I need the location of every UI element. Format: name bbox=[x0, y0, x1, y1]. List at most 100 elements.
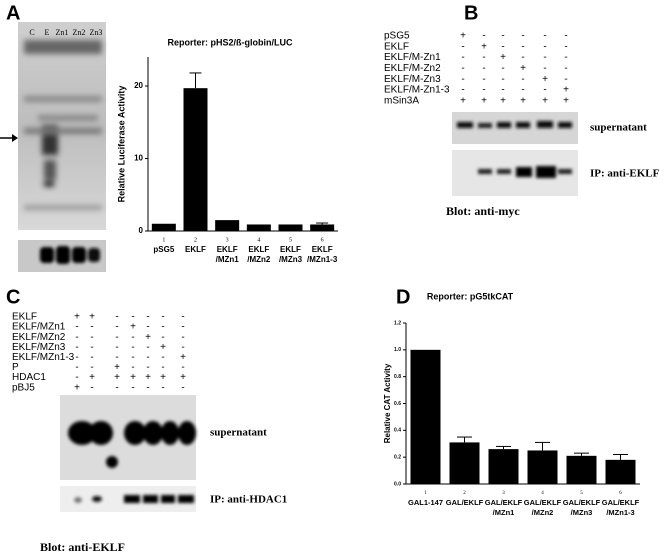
row-label: P bbox=[12, 362, 19, 373]
cell: - bbox=[181, 342, 184, 353]
panel-letter: A bbox=[6, 2, 20, 24]
cell: + bbox=[481, 41, 487, 52]
row-label: EKLF bbox=[384, 41, 409, 52]
cell: - bbox=[482, 63, 485, 74]
cell: - bbox=[90, 382, 93, 393]
y-tick-label: 0.0 bbox=[394, 481, 401, 487]
bar bbox=[488, 449, 519, 484]
bar bbox=[566, 455, 597, 484]
lane-number: 1 bbox=[162, 237, 165, 243]
x-tick-label: EKLF bbox=[217, 245, 238, 254]
cell: - bbox=[181, 322, 184, 333]
blot-label: Blot: anti-myc bbox=[446, 204, 520, 218]
cell: - bbox=[115, 342, 118, 353]
cell: + bbox=[114, 372, 120, 383]
cell: - bbox=[161, 362, 164, 373]
cell: - bbox=[564, 31, 567, 42]
chart-title: Reporter: pG5tkCAT bbox=[427, 291, 514, 301]
lane-label: Zn3 bbox=[90, 28, 103, 37]
cell: + bbox=[160, 372, 166, 383]
cell: - bbox=[482, 74, 485, 85]
lane-number: 6 bbox=[321, 237, 324, 243]
bar bbox=[246, 224, 271, 231]
cell: - bbox=[131, 312, 134, 323]
gel-label: IP: anti-EKLF bbox=[590, 168, 660, 180]
cell: + bbox=[500, 95, 506, 106]
cell: - bbox=[146, 342, 149, 353]
lane-number: 1 bbox=[424, 491, 427, 496]
row-label: EKLF/MZn1 bbox=[12, 322, 66, 333]
cell: - bbox=[131, 382, 134, 393]
cell: - bbox=[461, 74, 464, 85]
cell: - bbox=[543, 63, 546, 74]
y-tick-label: 0.6 bbox=[394, 401, 401, 407]
y-axis-label: Relative CAT Activity bbox=[383, 363, 392, 443]
cell: - bbox=[482, 31, 485, 42]
x-tick-label: /MZn2 bbox=[247, 255, 271, 264]
panel-letter: B bbox=[464, 2, 478, 24]
cell: - bbox=[146, 352, 149, 363]
cell: - bbox=[161, 332, 164, 343]
cell: - bbox=[115, 322, 118, 333]
cell: - bbox=[115, 382, 118, 393]
cell: - bbox=[461, 85, 464, 96]
cell: - bbox=[482, 85, 485, 96]
cell: - bbox=[181, 362, 184, 373]
cell: - bbox=[131, 362, 134, 373]
x-tick-label: EKLF bbox=[280, 245, 301, 254]
cell: + bbox=[89, 372, 95, 383]
x-tick-label: /MZn2 bbox=[532, 508, 554, 517]
bar bbox=[151, 223, 176, 231]
cell: - bbox=[501, 63, 504, 74]
lane-number: 3 bbox=[226, 237, 229, 243]
lane-number: 5 bbox=[289, 237, 292, 243]
cell: - bbox=[521, 41, 524, 52]
cell: + bbox=[130, 372, 136, 383]
cell: - bbox=[131, 332, 134, 343]
y-tick-label: 0.4 bbox=[394, 428, 401, 434]
cell: - bbox=[482, 52, 485, 63]
bar bbox=[310, 224, 335, 231]
cell: - bbox=[75, 352, 78, 363]
cell: + bbox=[520, 95, 526, 106]
gel-label: supernatant bbox=[590, 122, 647, 134]
y-tick-label: 0 bbox=[139, 226, 144, 235]
cell: - bbox=[501, 41, 504, 52]
x-tick-label: pSG5 bbox=[153, 245, 174, 254]
x-tick-label: GAL/EKLF bbox=[563, 498, 601, 507]
cell: - bbox=[181, 382, 184, 393]
cell: - bbox=[146, 382, 149, 393]
cell: - bbox=[521, 31, 524, 42]
bar bbox=[449, 442, 480, 484]
cell: - bbox=[461, 41, 464, 52]
y-tick-label: 0.2 bbox=[394, 454, 401, 460]
lane-label: E bbox=[45, 28, 50, 37]
cell: - bbox=[543, 41, 546, 52]
x-tick-label: /MZn1 bbox=[493, 508, 515, 517]
cell: + bbox=[563, 95, 569, 106]
cell: - bbox=[146, 322, 149, 333]
x-tick-label: GAL/EKLF bbox=[446, 498, 484, 507]
cell: - bbox=[90, 322, 93, 333]
y-tick-label: 1.0 bbox=[394, 347, 401, 353]
x-tick-label: EKLF bbox=[312, 245, 333, 254]
lane-label: C bbox=[29, 28, 34, 37]
lane-label: Zn2 bbox=[73, 28, 86, 37]
x-tick-label: GAL/EKLF bbox=[485, 498, 523, 507]
lane-number: 6 bbox=[619, 491, 622, 496]
row-label: EKLF/M-Zn2 bbox=[384, 63, 441, 74]
cell: - bbox=[521, 52, 524, 63]
cell: - bbox=[75, 372, 78, 383]
cell: - bbox=[521, 85, 524, 96]
cell: - bbox=[181, 312, 184, 323]
row-label: EKLF/MZn2 bbox=[12, 332, 66, 343]
y-axis-label: Relative Luciferase Activity bbox=[116, 86, 126, 203]
cell: + bbox=[180, 372, 186, 383]
bar bbox=[410, 349, 441, 484]
y-tick-label: 1.2 bbox=[394, 320, 401, 326]
blot-label: Blot: anti-EKLF bbox=[40, 540, 125, 554]
cell: - bbox=[501, 85, 504, 96]
cell: - bbox=[564, 41, 567, 52]
bar bbox=[215, 220, 240, 231]
cell: - bbox=[115, 312, 118, 323]
